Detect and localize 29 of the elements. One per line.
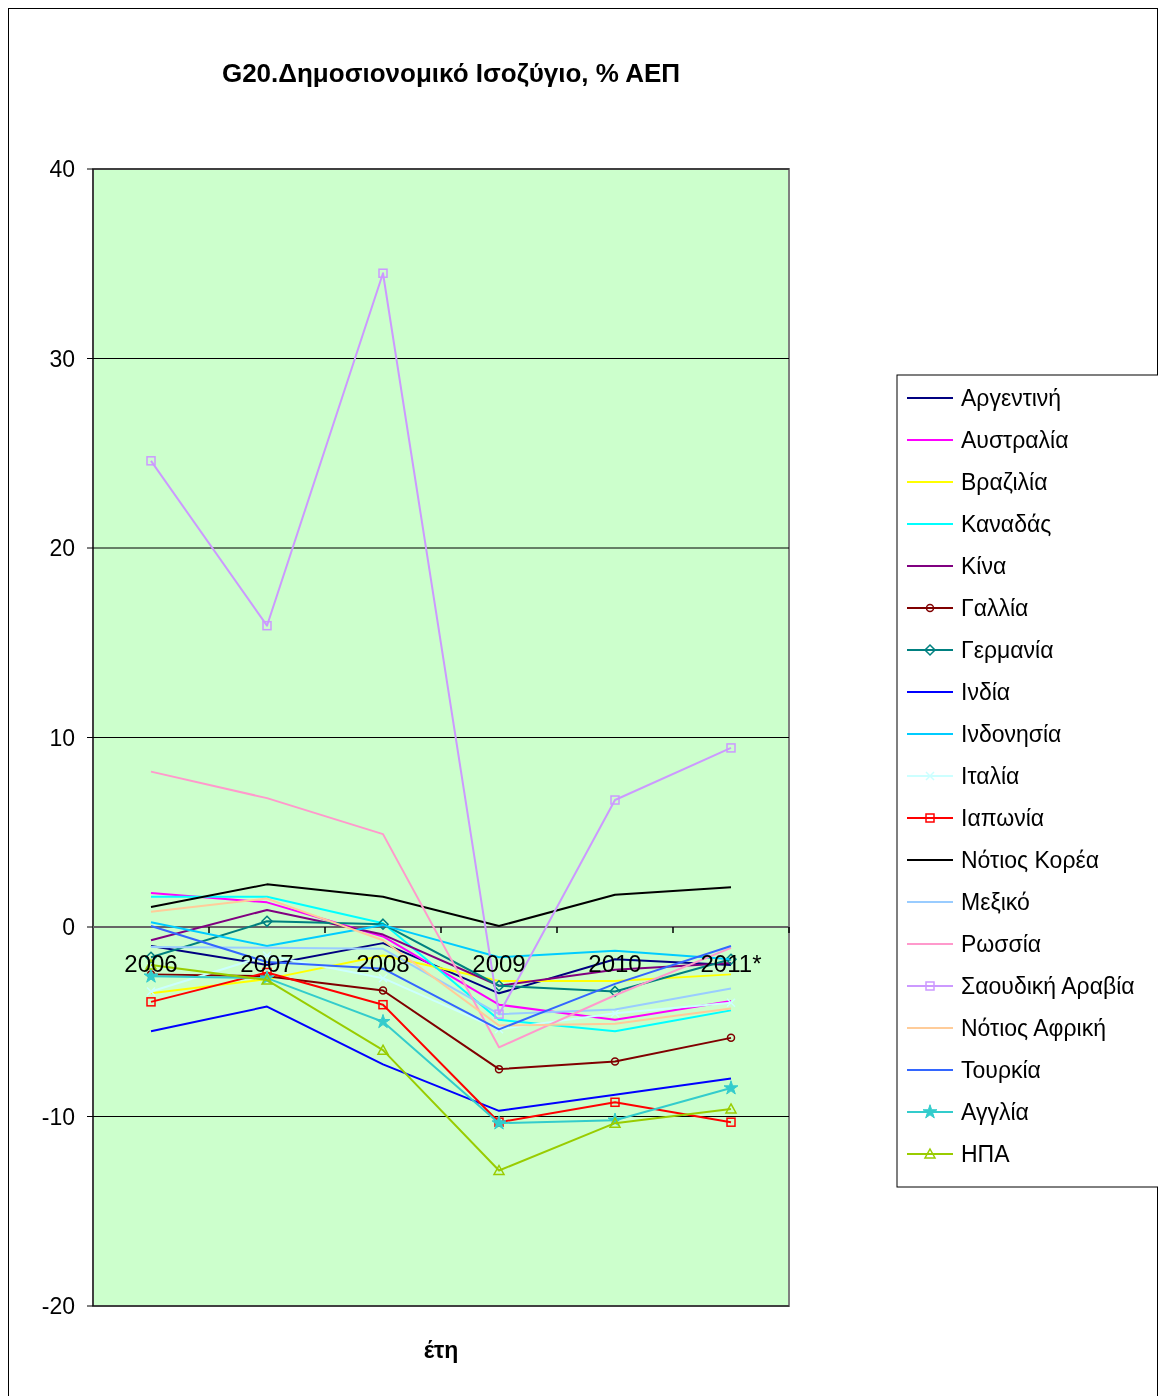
legend-label: Αυστραλία (961, 427, 1069, 453)
legend-label: Γαλλία (961, 595, 1029, 621)
legend-label: Γερμανία (961, 637, 1054, 663)
y-tick-label: 20 (49, 535, 75, 561)
y-tick-label: -10 (41, 1103, 75, 1130)
legend-label: Καναδάς (961, 511, 1052, 537)
legend-label: Αγγλία (961, 1099, 1029, 1125)
x-axis-title: έτη (423, 1337, 459, 1363)
legend-label: Νότιος Αφρική (961, 1015, 1107, 1041)
y-tick-label: 10 (49, 724, 75, 751)
legend-label: ΗΠΑ (961, 1141, 1011, 1167)
legend-label: Ιαπωνία (961, 805, 1045, 831)
legend-label: Ιταλία (961, 763, 1020, 789)
chart-title: G20.Δημοσιονομικό Ισοζύγιο, % ΑΕΠ (221, 58, 681, 88)
y-tick-label: -20 (41, 1293, 75, 1319)
legend-label: Ρωσσία (961, 931, 1042, 957)
legend-label: Τουρκία (961, 1057, 1041, 1083)
legend-label: Βραζιλία (961, 469, 1048, 495)
legend-label: Κίνα (961, 553, 1007, 579)
legend-label: Μεξικό (961, 889, 1030, 915)
legend-label: Ινδονησία (961, 721, 1062, 747)
legend-label: Αργεντινή (961, 385, 1062, 411)
legend-label: Νότιος Κορέα (961, 847, 1100, 873)
legend-label: Σαουδική Αραβία (961, 973, 1135, 999)
y-tick-label: 30 (49, 345, 75, 372)
x-tick-label: 2009 (472, 950, 526, 977)
y-tick-label: 40 (49, 156, 75, 182)
legend-label: Ινδία (961, 679, 1011, 705)
y-tick-label: 0 (62, 914, 75, 940)
